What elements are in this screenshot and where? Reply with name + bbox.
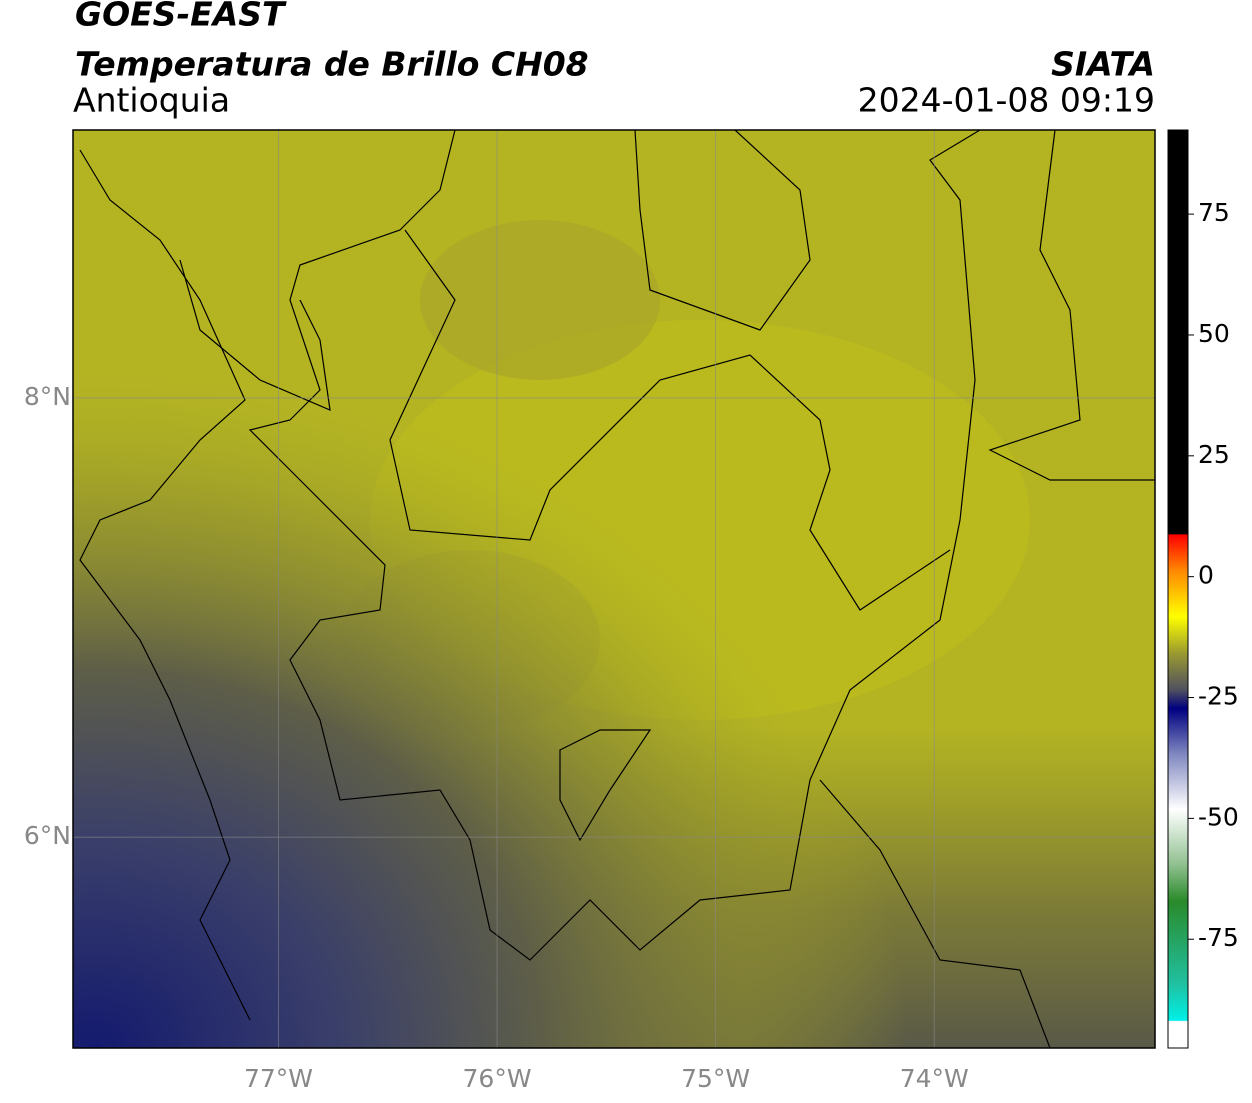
- x-tick-label: 76°W: [463, 1064, 532, 1093]
- y-tick-label: 6°N: [24, 821, 71, 850]
- colorbar-tick-label: -75: [1198, 923, 1239, 952]
- colorbar-tick-label: -50: [1198, 802, 1239, 831]
- colorbar-tick-label: 0: [1198, 561, 1214, 590]
- y-tick-label: 8°N: [24, 382, 71, 411]
- x-tick-label: 75°W: [681, 1064, 750, 1093]
- product-title: Temperatura de Brillo CH08: [75, 45, 589, 84]
- map-frame: [72, 129, 1156, 1049]
- boundaries: [79, 130, 1155, 1048]
- graticule: [73, 130, 1155, 1048]
- colorbar: [1167, 129, 1189, 1049]
- colorbar-tick-label: 75: [1198, 198, 1230, 227]
- map-image: [73, 130, 1155, 1048]
- agency-label: SIATA: [1051, 45, 1155, 84]
- colorbar-tick-label: -25: [1198, 682, 1239, 711]
- datetime-label: 2024-01-08 09:19: [858, 81, 1155, 120]
- x-tick-label: 74°W: [900, 1064, 969, 1093]
- colorbar-tick-label: 25: [1198, 440, 1230, 469]
- region-label: Antioquia: [73, 81, 230, 120]
- satellite-title: GOES-EAST: [75, 0, 287, 34]
- colorbar-tick-label: 50: [1198, 319, 1230, 348]
- x-tick-label: 77°W: [244, 1064, 313, 1093]
